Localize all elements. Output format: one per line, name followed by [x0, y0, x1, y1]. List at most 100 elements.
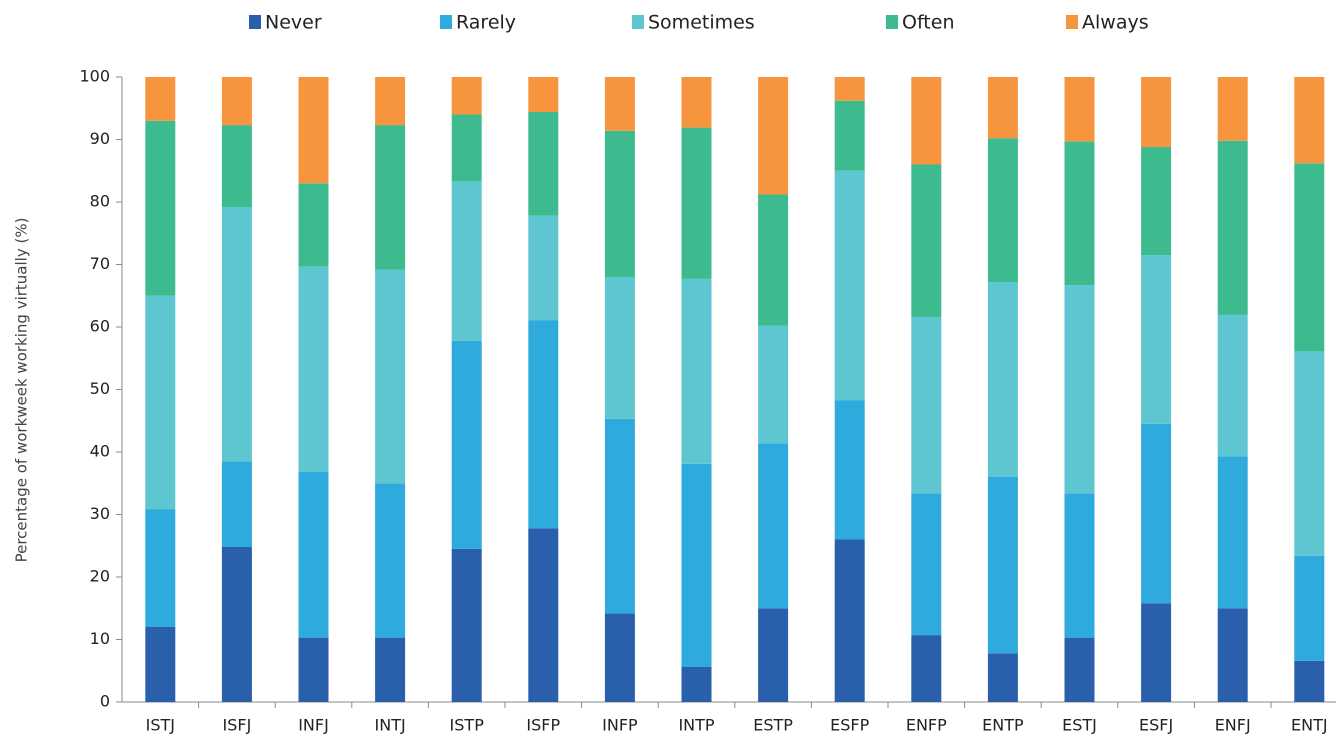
bar-segment — [758, 608, 789, 702]
bar-segment — [145, 627, 176, 702]
bar-segment — [1294, 77, 1325, 164]
bar-segment — [1217, 77, 1248, 141]
bar-segment — [1294, 555, 1325, 661]
bar-segment — [528, 320, 559, 529]
legend-label: Often — [902, 12, 955, 34]
bar-segment — [604, 77, 635, 131]
x-tick-label: ESTJ — [1062, 716, 1097, 735]
bar-segment — [911, 77, 942, 165]
x-tick-label: INFJ — [298, 716, 329, 735]
bar-segment — [1064, 637, 1095, 702]
bar-segment — [298, 637, 329, 702]
bar-segment — [1294, 351, 1325, 556]
x-tick-label: ESTP — [753, 716, 793, 735]
legend-swatch — [440, 15, 452, 29]
bar-segment — [1141, 423, 1172, 604]
legend-swatch — [1066, 15, 1078, 29]
bar-segment — [1141, 255, 1172, 424]
bar-segment — [1141, 77, 1172, 147]
bar-segment — [451, 77, 482, 115]
bar-segment — [298, 472, 329, 638]
bar-segment — [987, 653, 1018, 702]
bar-segment — [1064, 285, 1095, 494]
bar-segment — [1294, 163, 1325, 352]
legend-swatch — [632, 15, 644, 29]
x-tick-label: ENTJ — [1291, 716, 1328, 735]
y-tick-label: 10 — [90, 629, 110, 648]
y-tick-label: 80 — [90, 192, 110, 211]
bar-segment — [221, 125, 252, 207]
bar-segment — [604, 418, 635, 614]
bar-segment — [758, 77, 789, 195]
bar-segment — [298, 266, 329, 472]
bar-segment — [834, 170, 865, 401]
bar-segment — [298, 183, 329, 267]
bar-segment — [145, 77, 176, 121]
x-tick-label: ISFJ — [223, 716, 252, 735]
bar-segment — [758, 443, 789, 609]
x-tick-label: ISTJ — [146, 716, 175, 735]
bar-segment — [451, 181, 482, 341]
y-tick-label: 100 — [79, 67, 110, 86]
legend-swatch — [249, 15, 261, 29]
bar-segment — [987, 477, 1018, 654]
bar-segment — [834, 100, 865, 171]
bar-segment — [221, 461, 252, 547]
bar-segment — [221, 77, 252, 126]
bar-segment — [375, 77, 406, 126]
bar-segment — [375, 125, 406, 270]
y-tick-label: 70 — [90, 254, 110, 273]
x-tick-label: ISTP — [450, 716, 485, 735]
bar-segment — [604, 613, 635, 702]
bar-segment — [987, 138, 1018, 282]
x-tick-label: INFP — [602, 716, 638, 735]
bar-segment — [1217, 456, 1248, 609]
bar-segment — [758, 194, 789, 326]
bar-segment — [604, 277, 635, 419]
bar-segment — [375, 637, 406, 702]
bar-segment — [681, 278, 712, 464]
bar-segment — [834, 77, 865, 101]
bar-segment — [681, 463, 712, 667]
bar-segment — [145, 295, 176, 510]
x-tick-label: ISFP — [526, 716, 560, 735]
bar-segment — [681, 77, 712, 128]
bar-segment — [1294, 660, 1325, 702]
bar-segment — [528, 215, 559, 321]
bar-segment — [1064, 493, 1095, 638]
bar-segment — [987, 282, 1018, 477]
x-tick-label: ESFJ — [1139, 716, 1173, 735]
bar-segment — [145, 120, 176, 296]
legend-label: Rarely — [456, 12, 516, 34]
x-tick-label: ESFP — [830, 716, 869, 735]
bar-segment — [1141, 147, 1172, 256]
bar-segment — [1141, 603, 1172, 702]
bar-segment — [221, 547, 252, 702]
bar-segment — [987, 77, 1018, 139]
y-tick-label: 90 — [90, 129, 110, 148]
y-tick-label: 60 — [90, 317, 110, 336]
bar-segment — [528, 112, 559, 216]
x-tick-label: ENFP — [906, 716, 947, 735]
bar-segment — [375, 269, 406, 484]
bar-segment — [145, 509, 176, 627]
legend-label: Always — [1082, 12, 1149, 34]
x-tick-label: INTJ — [375, 716, 406, 735]
y-tick-label: 40 — [90, 442, 110, 461]
bar-segment — [298, 77, 329, 184]
bar-segment — [911, 493, 942, 636]
x-tick-label: ENFJ — [1215, 716, 1251, 735]
bar-segment — [375, 483, 406, 638]
y-tick-label: 20 — [90, 567, 110, 586]
bar-segment — [1064, 77, 1095, 142]
bar-segment — [528, 528, 559, 702]
bar-segment — [681, 127, 712, 279]
y-axis-label: Percentage of workweek working virtually… — [13, 218, 31, 563]
bar-segment — [911, 635, 942, 702]
bar-segment — [834, 539, 865, 702]
x-tick-label: INTP — [678, 716, 714, 735]
bar-segment — [834, 400, 865, 540]
bar-segment — [451, 548, 482, 702]
bar-segment — [1217, 608, 1248, 702]
